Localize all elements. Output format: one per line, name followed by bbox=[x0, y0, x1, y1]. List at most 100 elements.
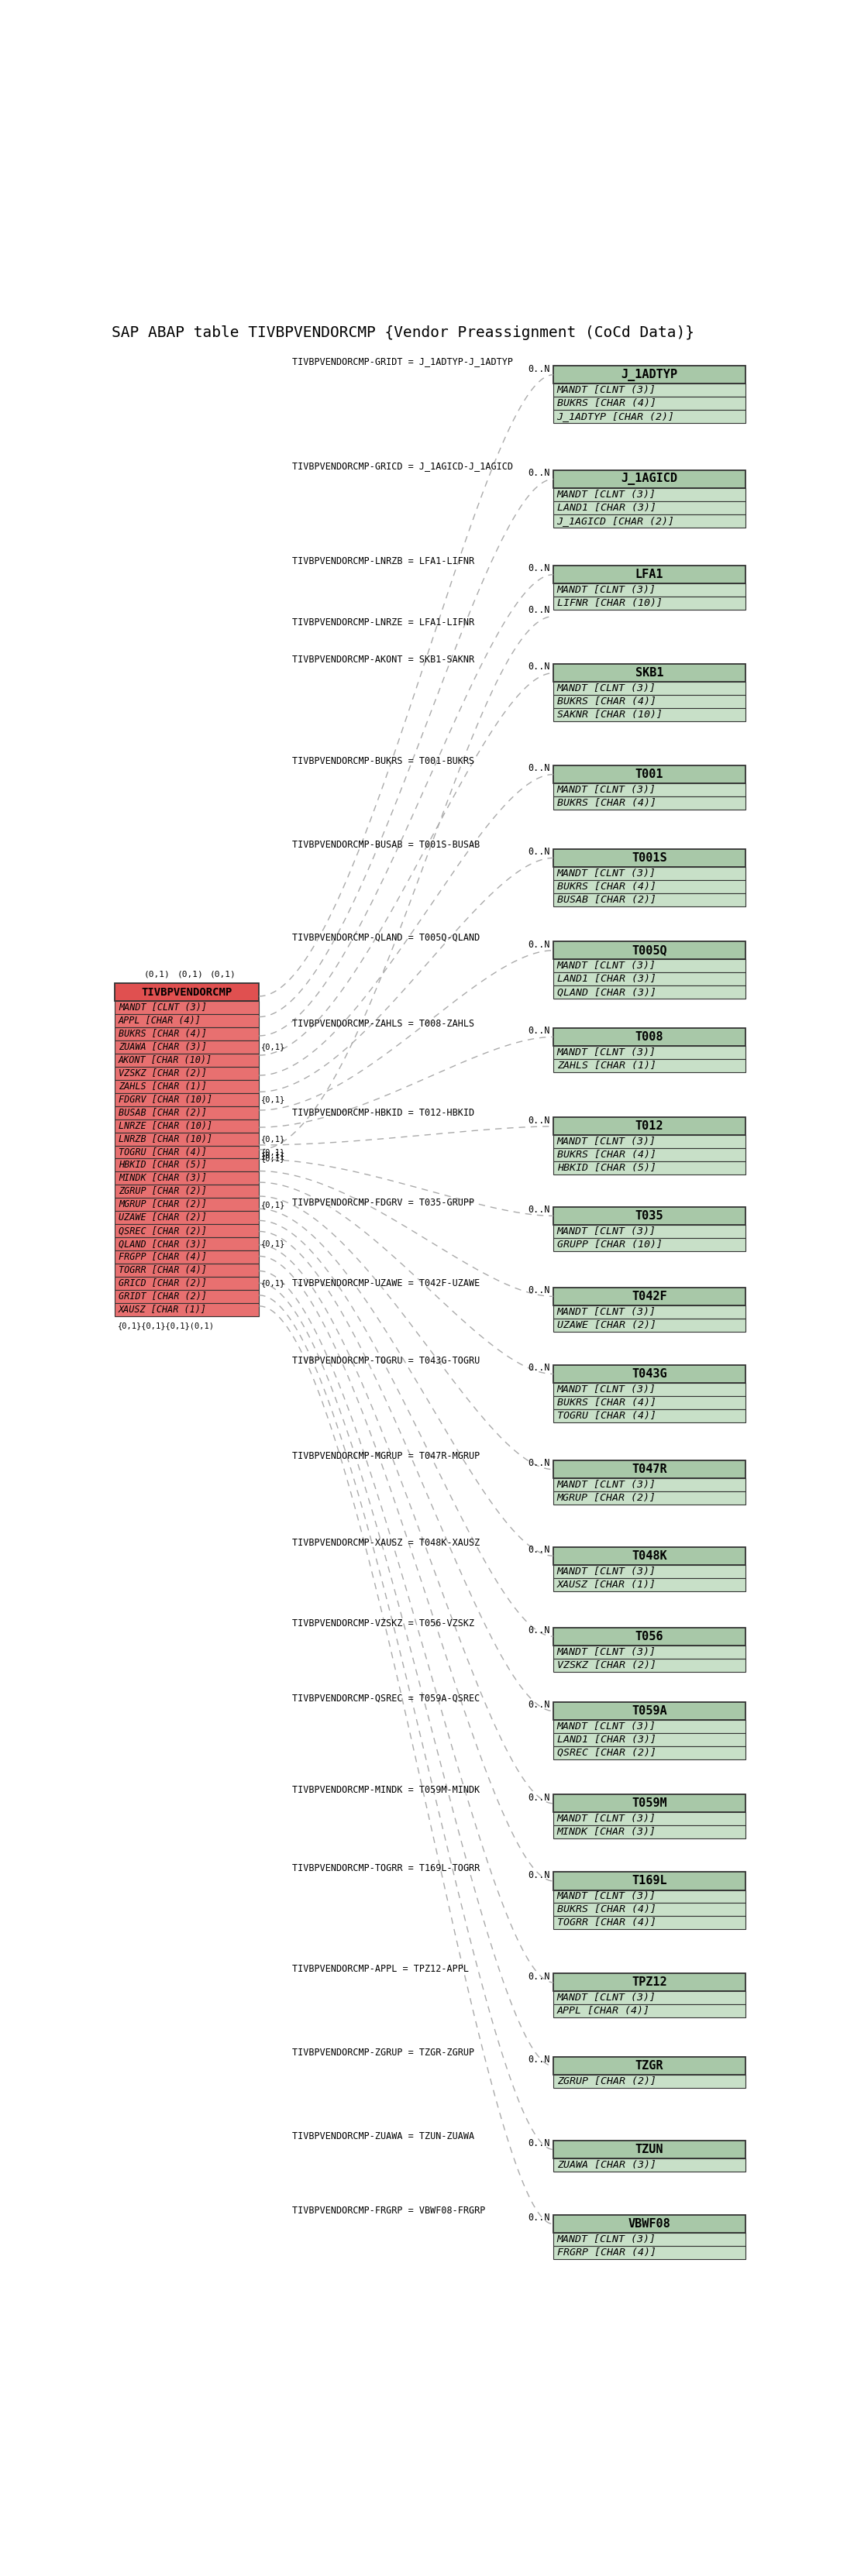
Text: TIVBPVENDORCMP-QSREC = T059A-QSREC: TIVBPVENDORCMP-QSREC = T059A-QSREC bbox=[292, 1692, 479, 1703]
FancyBboxPatch shape bbox=[553, 2246, 745, 2259]
Text: BUKRS [CHAR (4)]: BUKRS [CHAR (4)] bbox=[557, 799, 656, 809]
Text: {0,1}: {0,1} bbox=[261, 1239, 285, 1247]
Text: TIVBPVENDORCMP-AKONT = SKB1-SAKNR: TIVBPVENDORCMP-AKONT = SKB1-SAKNR bbox=[292, 654, 474, 665]
Text: LNRZE [CHAR (10)]: LNRZE [CHAR (10)] bbox=[119, 1121, 213, 1131]
Text: 0..N: 0..N bbox=[529, 662, 551, 672]
FancyBboxPatch shape bbox=[553, 783, 745, 796]
Text: TOGRR [CHAR (4)]: TOGRR [CHAR (4)] bbox=[119, 1265, 207, 1275]
Text: BUKRS [CHAR (4)]: BUKRS [CHAR (4)] bbox=[557, 1399, 656, 1406]
Text: MANDT [CLNT (3)]: MANDT [CLNT (3)] bbox=[557, 1136, 656, 1146]
FancyBboxPatch shape bbox=[115, 1092, 259, 1105]
Text: HBKID [CHAR (5)]: HBKID [CHAR (5)] bbox=[557, 1164, 656, 1172]
FancyBboxPatch shape bbox=[553, 397, 745, 410]
Text: 0..N: 0..N bbox=[529, 2138, 551, 2148]
Text: 0..N: 0..N bbox=[529, 1458, 551, 1468]
Text: T005Q: T005Q bbox=[632, 945, 667, 956]
Text: {0,1}: {0,1} bbox=[261, 1043, 285, 1051]
Text: APPL [CHAR (4)]: APPL [CHAR (4)] bbox=[557, 2007, 650, 2017]
FancyBboxPatch shape bbox=[553, 1224, 745, 1239]
Text: 0..N: 0..N bbox=[529, 848, 551, 858]
Text: MANDT [CLNT (3)]: MANDT [CLNT (3)] bbox=[557, 489, 656, 500]
FancyBboxPatch shape bbox=[115, 984, 259, 1002]
FancyBboxPatch shape bbox=[553, 2074, 745, 2089]
FancyBboxPatch shape bbox=[553, 471, 745, 487]
Text: LIFNR [CHAR (10)]: LIFNR [CHAR (10)] bbox=[557, 598, 662, 608]
FancyBboxPatch shape bbox=[553, 567, 745, 585]
Text: MANDT [CLNT (3)]: MANDT [CLNT (3)] bbox=[557, 1814, 656, 1824]
FancyBboxPatch shape bbox=[115, 1028, 259, 1041]
Text: (0,1): (0,1) bbox=[177, 971, 203, 979]
Text: 0..N: 0..N bbox=[529, 2056, 551, 2066]
FancyBboxPatch shape bbox=[553, 868, 745, 881]
Text: APPL [CHAR (4)]: APPL [CHAR (4)] bbox=[119, 1015, 202, 1025]
FancyBboxPatch shape bbox=[115, 1079, 259, 1092]
Text: VZSKZ [CHAR (2)]: VZSKZ [CHAR (2)] bbox=[119, 1069, 207, 1079]
FancyBboxPatch shape bbox=[553, 1492, 745, 1504]
Text: 0..N: 0..N bbox=[529, 1206, 551, 1216]
FancyBboxPatch shape bbox=[115, 1146, 259, 1159]
Text: 0..N: 0..N bbox=[529, 1870, 551, 1880]
FancyBboxPatch shape bbox=[553, 665, 745, 683]
Text: MANDT [CLNT (3)]: MANDT [CLNT (3)] bbox=[557, 1306, 656, 1316]
Text: {0,1}: {0,1} bbox=[261, 1136, 285, 1144]
Text: MANDT [CLNT (3)]: MANDT [CLNT (3)] bbox=[557, 1646, 656, 1656]
FancyBboxPatch shape bbox=[115, 1133, 259, 1146]
FancyBboxPatch shape bbox=[553, 1149, 745, 1162]
Text: MANDT [CLNT (3)]: MANDT [CLNT (3)] bbox=[557, 1048, 656, 1059]
Text: ZAHLS [CHAR (1)]: ZAHLS [CHAR (1)] bbox=[119, 1082, 207, 1092]
Text: TOGRU [CHAR (4)]: TOGRU [CHAR (4)] bbox=[119, 1146, 207, 1157]
Text: LAND1 [CHAR (3)]: LAND1 [CHAR (3)] bbox=[557, 502, 656, 513]
FancyBboxPatch shape bbox=[553, 366, 745, 384]
Text: {0,1}: {0,1} bbox=[261, 1154, 285, 1162]
Text: 0..N: 0..N bbox=[529, 1115, 551, 1126]
FancyBboxPatch shape bbox=[553, 1239, 745, 1252]
FancyBboxPatch shape bbox=[115, 1015, 259, 1028]
Text: BUSAB [CHAR (2)]: BUSAB [CHAR (2)] bbox=[557, 894, 656, 904]
FancyBboxPatch shape bbox=[553, 1579, 745, 1592]
Text: 0..N: 0..N bbox=[529, 1793, 551, 1803]
Text: TIVBPVENDORCMP-MGRUP = T047R-MGRUP: TIVBPVENDORCMP-MGRUP = T047R-MGRUP bbox=[292, 1450, 479, 1461]
Text: (0,1): (0,1) bbox=[144, 971, 170, 979]
FancyBboxPatch shape bbox=[115, 1054, 259, 1066]
Text: MINDK [CHAR (3)]: MINDK [CHAR (3)] bbox=[119, 1172, 207, 1182]
FancyBboxPatch shape bbox=[553, 765, 745, 783]
FancyBboxPatch shape bbox=[553, 987, 745, 999]
FancyBboxPatch shape bbox=[553, 410, 745, 422]
FancyBboxPatch shape bbox=[553, 1288, 745, 1306]
Text: 0..N: 0..N bbox=[529, 1971, 551, 1981]
Text: J_1AGICD [CHAR (2)]: J_1AGICD [CHAR (2)] bbox=[557, 515, 675, 526]
Text: ZUAWA [CHAR (3)]: ZUAWA [CHAR (3)] bbox=[557, 2159, 656, 2169]
Text: MANDT [CLNT (3)]: MANDT [CLNT (3)] bbox=[557, 1891, 656, 1901]
FancyBboxPatch shape bbox=[553, 1118, 745, 1136]
Text: 0..N: 0..N bbox=[529, 1363, 551, 1373]
FancyBboxPatch shape bbox=[553, 1795, 745, 1814]
Text: BUKRS [CHAR (4)]: BUKRS [CHAR (4)] bbox=[557, 1149, 656, 1159]
Text: MGRUP [CHAR (2)]: MGRUP [CHAR (2)] bbox=[119, 1200, 207, 1211]
Text: {0,1}: {0,1} bbox=[261, 1149, 285, 1157]
FancyBboxPatch shape bbox=[553, 1734, 745, 1747]
FancyBboxPatch shape bbox=[553, 796, 745, 809]
Text: TIVBPVENDORCMP-LNRZB = LFA1-LIFNR: TIVBPVENDORCMP-LNRZB = LFA1-LIFNR bbox=[292, 556, 474, 567]
Text: TIVBPVENDORCMP-HBKID = T012-HBKID: TIVBPVENDORCMP-HBKID = T012-HBKID bbox=[292, 1108, 474, 1118]
FancyBboxPatch shape bbox=[553, 683, 745, 696]
Text: MANDT [CLNT (3)]: MANDT [CLNT (3)] bbox=[557, 585, 656, 595]
FancyBboxPatch shape bbox=[553, 2004, 745, 2017]
Text: GRICD [CHAR (2)]: GRICD [CHAR (2)] bbox=[119, 1278, 207, 1288]
Text: {0,1}: {0,1} bbox=[261, 1151, 285, 1159]
FancyBboxPatch shape bbox=[115, 1198, 259, 1211]
Text: HBKID [CHAR (5)]: HBKID [CHAR (5)] bbox=[119, 1159, 207, 1170]
FancyBboxPatch shape bbox=[115, 1159, 259, 1172]
Text: TIVBPVENDORCMP-GRICD = J_1AGICD-J_1AGICD: TIVBPVENDORCMP-GRICD = J_1AGICD-J_1AGICD bbox=[292, 461, 513, 471]
Text: VBWF08: VBWF08 bbox=[628, 2218, 671, 2231]
FancyBboxPatch shape bbox=[115, 1303, 259, 1316]
FancyBboxPatch shape bbox=[553, 958, 745, 974]
FancyBboxPatch shape bbox=[115, 1185, 259, 1198]
Text: TIVBPVENDORCMP-FDGRV = T035-GRUPP: TIVBPVENDORCMP-FDGRV = T035-GRUPP bbox=[292, 1198, 474, 1208]
Text: {0,1}: {0,1} bbox=[261, 1095, 285, 1103]
Text: TIVBPVENDORCMP-UZAWE = T042F-UZAWE: TIVBPVENDORCMP-UZAWE = T042F-UZAWE bbox=[292, 1278, 479, 1288]
Text: BUKRS [CHAR (4)]: BUKRS [CHAR (4)] bbox=[557, 399, 656, 410]
FancyBboxPatch shape bbox=[553, 1814, 745, 1826]
Text: 0..N: 0..N bbox=[529, 605, 551, 616]
Text: 0..N: 0..N bbox=[529, 762, 551, 773]
Text: TIVBPVENDORCMP-MINDK = T059M-MINDK: TIVBPVENDORCMP-MINDK = T059M-MINDK bbox=[292, 1785, 479, 1795]
